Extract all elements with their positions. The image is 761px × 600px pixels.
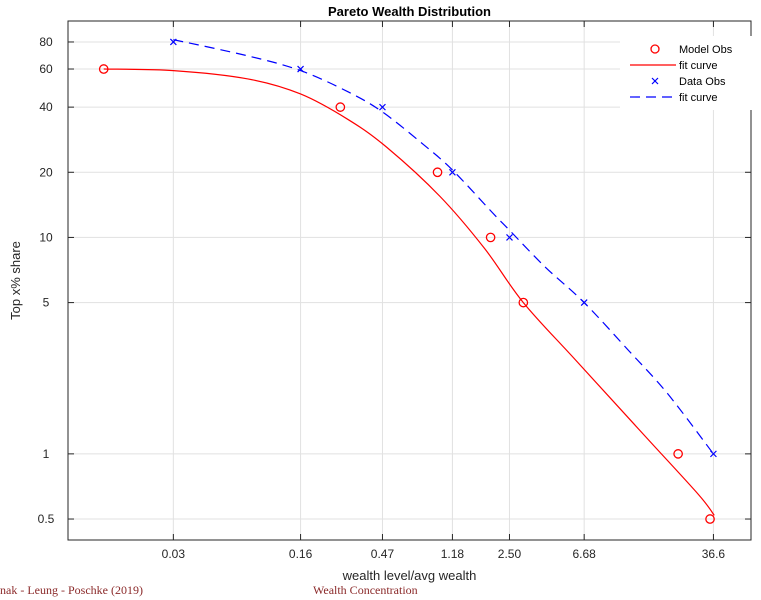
legend: Model Obs fit curve Data Obs fit curve: [620, 36, 752, 110]
x-tick-label: 0.03: [162, 547, 186, 561]
y-tick-label: 20: [39, 165, 53, 179]
y-tick-label: 10: [39, 230, 53, 244]
y-tick-label: 1: [43, 447, 50, 461]
data-fit-curve: [173, 39, 714, 455]
x-tick-label: 36.6: [702, 547, 726, 561]
data-obs-point: [710, 450, 717, 458]
chart-title: Pareto Wealth Distribution: [328, 4, 491, 19]
legend-data-fit-label: fit curve: [679, 92, 718, 104]
model-obs-point: [98, 64, 109, 74]
legend-model-fit-label: fit curve: [679, 60, 718, 72]
series-layer: [98, 38, 717, 524]
x-tick-label: 2.50: [498, 547, 522, 561]
x-tick-label: 1.18: [441, 547, 465, 561]
x-tick-label: 6.68: [572, 547, 596, 561]
x-tick-label: 0.47: [371, 547, 395, 561]
model-obs-point: [485, 232, 496, 243]
model-fit-curve: [103, 68, 715, 516]
model-obs-point: [335, 102, 346, 112]
y-tick-label: 60: [39, 62, 53, 76]
footer-left: nak - Leung - Poschke (2019): [0, 583, 143, 597]
y-axis-label: Top x% share: [8, 241, 23, 320]
data-obs-point: [448, 168, 456, 176]
y-tick-label: 40: [39, 100, 53, 114]
y-tick-label: 80: [39, 35, 53, 49]
footer-right: Wealth Concentration: [313, 583, 418, 597]
legend-model-obs-marker: [650, 44, 660, 54]
x-axis-label: wealth level/avg wealth: [342, 568, 477, 583]
model-obs-point: [673, 449, 683, 459]
data-obs-point: [169, 38, 177, 46]
x-tick-label: 0.16: [289, 547, 313, 561]
data-obs-point: [297, 65, 304, 73]
model-obs-point: [705, 514, 715, 524]
tick-layer: 0.03 0.16 0.47 1.18 2.50 6.68 36.6 0.5 1 5 10 20 40 6…: [38, 21, 751, 561]
data-obs-point: [580, 299, 588, 307]
model-obs-point: [518, 297, 529, 308]
y-tick-label: 0.5: [38, 512, 55, 526]
legend-data-obs-marker: [651, 77, 659, 85]
legend-model-obs-label: Model Obs: [679, 44, 733, 56]
legend-box: [620, 36, 752, 110]
model-obs-point: [432, 167, 443, 178]
plot-frame: [67, 20, 752, 541]
data-obs-point: [379, 103, 386, 111]
y-tick-label: 5: [43, 296, 50, 310]
legend-data-obs-label: Data Obs: [679, 76, 726, 88]
data-obs-point: [506, 234, 513, 241]
